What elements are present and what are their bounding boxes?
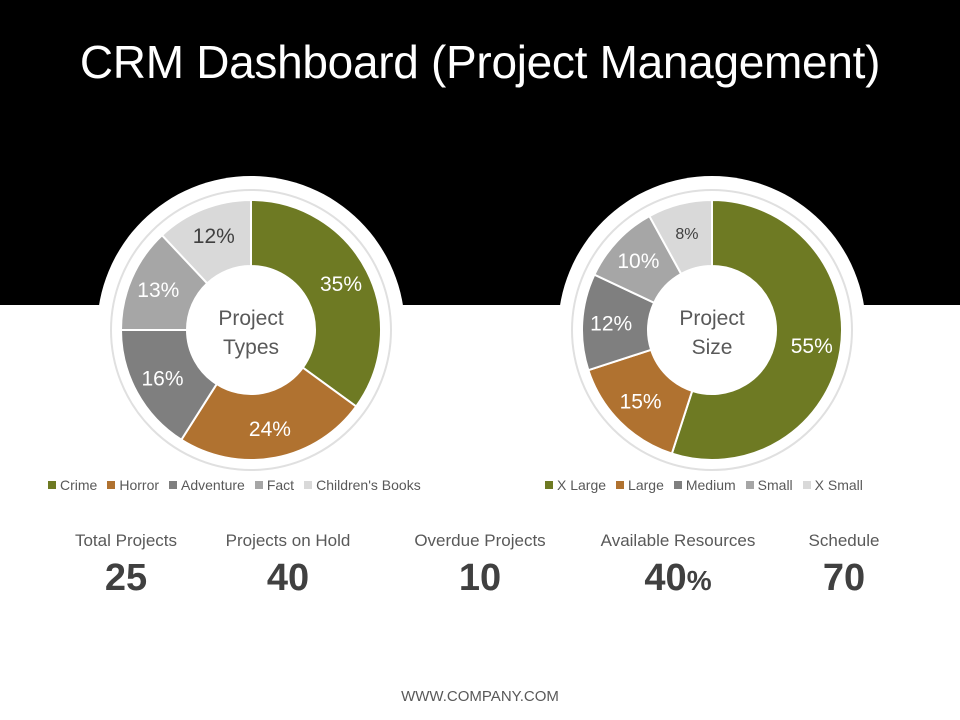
stat-overdue-projects: Overdue Projects 10	[390, 530, 570, 605]
legend-label: Children's Books	[316, 477, 421, 493]
legend-item-large: Large	[616, 477, 664, 493]
slice-label-x-large: 55%	[791, 335, 833, 358]
legend-label: X Small	[814, 477, 863, 493]
slice-label-fact: 13%	[137, 279, 179, 302]
legend-item-small: Small	[745, 477, 793, 493]
stat-label: Total Projects	[74, 531, 178, 550]
stat-total-projects: Total Projects 25	[36, 530, 216, 605]
center-label-line: Types	[223, 336, 279, 359]
legend-label: Horror	[119, 477, 160, 493]
stat-value: 10	[458, 557, 502, 599]
stat-value: 25	[104, 557, 148, 599]
legend-label: Large	[628, 477, 664, 493]
legend-item-children-s-books: Children's Books	[304, 477, 421, 493]
center-label-line: Project	[679, 307, 745, 330]
legend-label: Adventure	[181, 477, 245, 493]
legend-label: Crime	[60, 477, 98, 493]
project-size-legend: X Large Large Medium Small X Small	[545, 476, 863, 494]
legend-item-x-large: X Large	[545, 477, 606, 493]
legend-swatch	[802, 481, 811, 489]
stat-value: 40%	[644, 557, 712, 599]
donut-ring	[571, 189, 853, 471]
project-types-donut-chart: 35% 24% 16% 13% 12% Project Types	[97, 176, 405, 484]
legend-item-x-small: X Small	[802, 477, 863, 493]
stat-available-resources: Available Resources 40%	[588, 530, 768, 605]
stat-label: Available Resources	[600, 531, 756, 550]
slice-x-large	[670, 198, 843, 461]
stat-projects-on-hold: Projects on Hold 40	[198, 530, 378, 605]
legend-label: Small	[757, 477, 793, 493]
slice-label-adventure: 16%	[141, 368, 183, 391]
legend-swatch	[673, 481, 682, 489]
legend-swatch	[616, 481, 625, 489]
center-label-line: Project	[218, 307, 284, 330]
slice-children-s-books	[160, 198, 252, 285]
legend-item-medium: Medium	[673, 477, 736, 493]
donut-hole	[649, 267, 775, 393]
slice-label-crime: 35%	[320, 273, 362, 296]
legend-swatch	[545, 481, 553, 489]
donut-hole	[188, 267, 314, 393]
page-title: CRM Dashboard (Project Management)	[79, 36, 881, 88]
stat-label: Projects on Hold	[225, 531, 351, 550]
stat-schedule: Schedule 70	[754, 530, 934, 605]
legend-swatch	[169, 481, 178, 489]
center-label-line: Size	[692, 336, 733, 359]
slice-horror	[179, 366, 358, 461]
legend-item-crime: Crime	[48, 477, 97, 493]
legend-label: Fact	[266, 477, 295, 493]
legend-swatch	[745, 481, 754, 489]
slice-label-large: 15%	[620, 390, 662, 413]
stat-value: 70	[822, 557, 866, 599]
legend-swatch	[304, 481, 313, 489]
legend-swatch	[107, 481, 116, 489]
legend-label: Medium	[685, 477, 736, 493]
slice-label-horror: 24%	[249, 418, 291, 441]
slice-label-medium: 12%	[590, 313, 632, 336]
legend-item-adventure: Adventure	[169, 477, 245, 493]
legend-swatch	[48, 481, 56, 489]
legend-swatch	[254, 481, 263, 489]
stat-label: Overdue Projects	[414, 531, 546, 550]
stat-label: Schedule	[808, 531, 880, 550]
donut-ring	[110, 189, 392, 471]
legend-item-fact: Fact	[254, 477, 295, 493]
legend-label: X Large	[557, 477, 607, 493]
stat-value: 40	[266, 557, 310, 599]
slice-label-x-small: 8%	[675, 226, 698, 243]
project-size-donut-chart: 55% 15% 12% 10% 8% Project Size	[558, 176, 866, 484]
legend-item-horror: Horror	[107, 477, 159, 493]
slice-label-small: 10%	[617, 250, 659, 273]
slice-crime	[250, 198, 382, 408]
slice-x-small	[648, 198, 713, 276]
slice-label-children-s-books: 12%	[193, 225, 235, 248]
footer-url: WWW.COMPANY.COM	[401, 688, 559, 705]
project-types-legend: Crime Horror Adventure Fact Children's Books	[48, 476, 421, 494]
